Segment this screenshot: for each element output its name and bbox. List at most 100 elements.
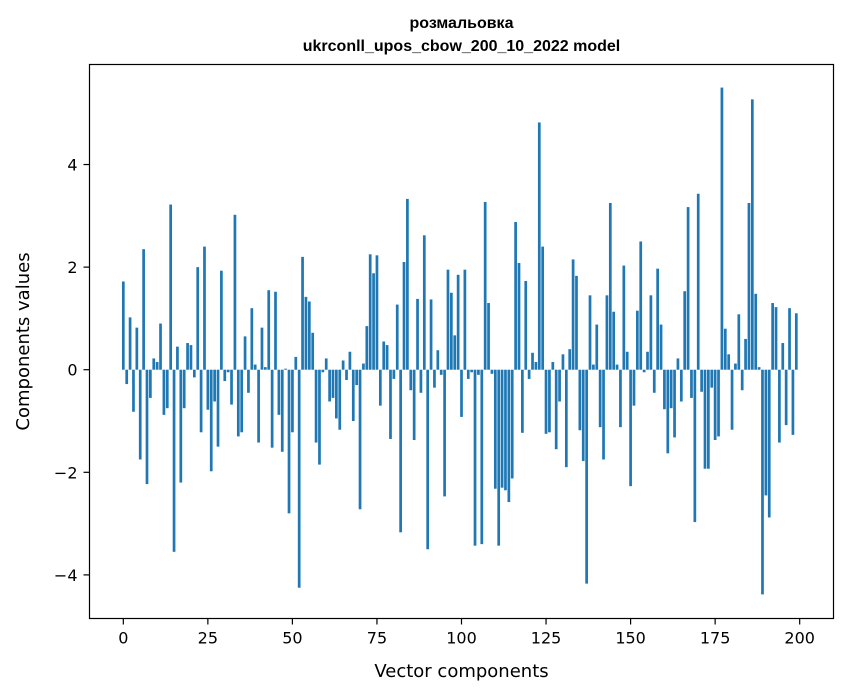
bar-38 [250, 308, 254, 370]
x-tick-label: 50 [282, 629, 302, 648]
bar-131 [564, 369, 568, 468]
bar-168 [690, 369, 693, 398]
bar-166 [683, 291, 687, 370]
bar-72 [365, 326, 369, 370]
bar-144 [608, 203, 612, 370]
x-tick-label: 150 [615, 629, 646, 648]
bar-81 [395, 304, 399, 370]
x-tick-label: 125 [531, 629, 562, 648]
bar-171 [700, 369, 703, 392]
bar-6 [142, 249, 145, 370]
bar-197 [788, 308, 791, 370]
bar-94 [439, 369, 443, 375]
x-tick-label: 175 [700, 629, 731, 648]
bar-105 [477, 369, 480, 375]
bar-12 [162, 369, 166, 415]
bar-22 [196, 267, 200, 370]
bar-184 [744, 338, 747, 370]
bar-130 [561, 354, 565, 370]
x-axis-ticks: 0 25 50 75 100 125 150 175 200 [118, 618, 815, 648]
bar-57 [314, 369, 318, 443]
bar-0 [121, 281, 125, 370]
bar-153 [639, 241, 643, 370]
bar-111 [497, 369, 501, 546]
bar-45 [274, 291, 277, 370]
bar-1 [125, 369, 129, 385]
bar-14 [169, 204, 173, 370]
bar-196 [784, 369, 788, 426]
bar-104 [473, 369, 477, 546]
bar-62 [331, 369, 335, 398]
bar-83 [402, 261, 406, 370]
bar-178 [723, 328, 727, 370]
bar-180 [730, 369, 734, 430]
bar-43 [267, 290, 271, 370]
bar-50 [291, 369, 294, 433]
bar-121 [531, 352, 534, 370]
bar-37 [247, 369, 250, 393]
bar-102 [466, 369, 470, 379]
bar-89 [422, 235, 426, 370]
bar-82 [399, 369, 402, 533]
bar-170 [696, 193, 700, 370]
bar-17 [179, 369, 183, 483]
bar-143 [605, 295, 609, 370]
chart-title-line-1: розмальовка [410, 15, 514, 32]
bar-179 [727, 354, 731, 370]
bar-151 [632, 369, 636, 406]
bar-162 [669, 369, 673, 409]
bar-154 [642, 369, 646, 373]
bar-182 [737, 314, 741, 370]
bar-150 [629, 369, 632, 487]
bar-13 [165, 369, 169, 409]
bar-169 [693, 369, 697, 523]
bar-79 [389, 369, 392, 439]
bar-48 [284, 368, 287, 370]
bar-63 [335, 369, 338, 419]
bar-30 [223, 369, 227, 381]
bar-68 [351, 369, 355, 422]
x-tick-label: 100 [446, 629, 477, 648]
bar-135 [578, 369, 582, 431]
bar-129 [558, 369, 561, 402]
bar-139 [592, 364, 595, 370]
bar-186 [750, 99, 754, 370]
bar-26 [209, 369, 213, 472]
bar-136 [581, 369, 585, 462]
bar-114 [507, 369, 511, 503]
bars-group [121, 87, 798, 595]
bar-148 [622, 265, 626, 370]
bar-46 [277, 369, 281, 415]
bar-115 [510, 369, 514, 479]
bar-55 [307, 301, 311, 370]
bar-142 [602, 369, 605, 460]
bar-35 [240, 369, 244, 433]
bar-54 [304, 296, 308, 370]
bar-117 [517, 263, 521, 370]
bar-64 [338, 369, 342, 430]
bar-24 [203, 246, 206, 370]
bar-20 [189, 345, 193, 370]
bar-141 [598, 369, 602, 428]
bar-122 [534, 362, 538, 370]
bar-61 [328, 369, 331, 402]
bar-113 [504, 369, 507, 491]
bar-33 [233, 214, 237, 370]
bar-9 [152, 358, 156, 370]
bar-29 [220, 270, 223, 370]
bar-18 [182, 369, 186, 409]
bar-159 [659, 324, 663, 370]
bar-167 [686, 207, 690, 370]
bar-95 [443, 369, 446, 497]
bar-188 [757, 367, 761, 370]
bar-10 [155, 362, 159, 370]
bar-85 [409, 369, 413, 391]
bar-107 [483, 201, 487, 370]
bar-172 [703, 369, 707, 469]
bar-128 [554, 369, 558, 450]
bar-69 [355, 369, 359, 386]
bar-15 [172, 369, 176, 552]
bar-120 [527, 369, 531, 379]
x-tick-label: 200 [784, 629, 815, 648]
